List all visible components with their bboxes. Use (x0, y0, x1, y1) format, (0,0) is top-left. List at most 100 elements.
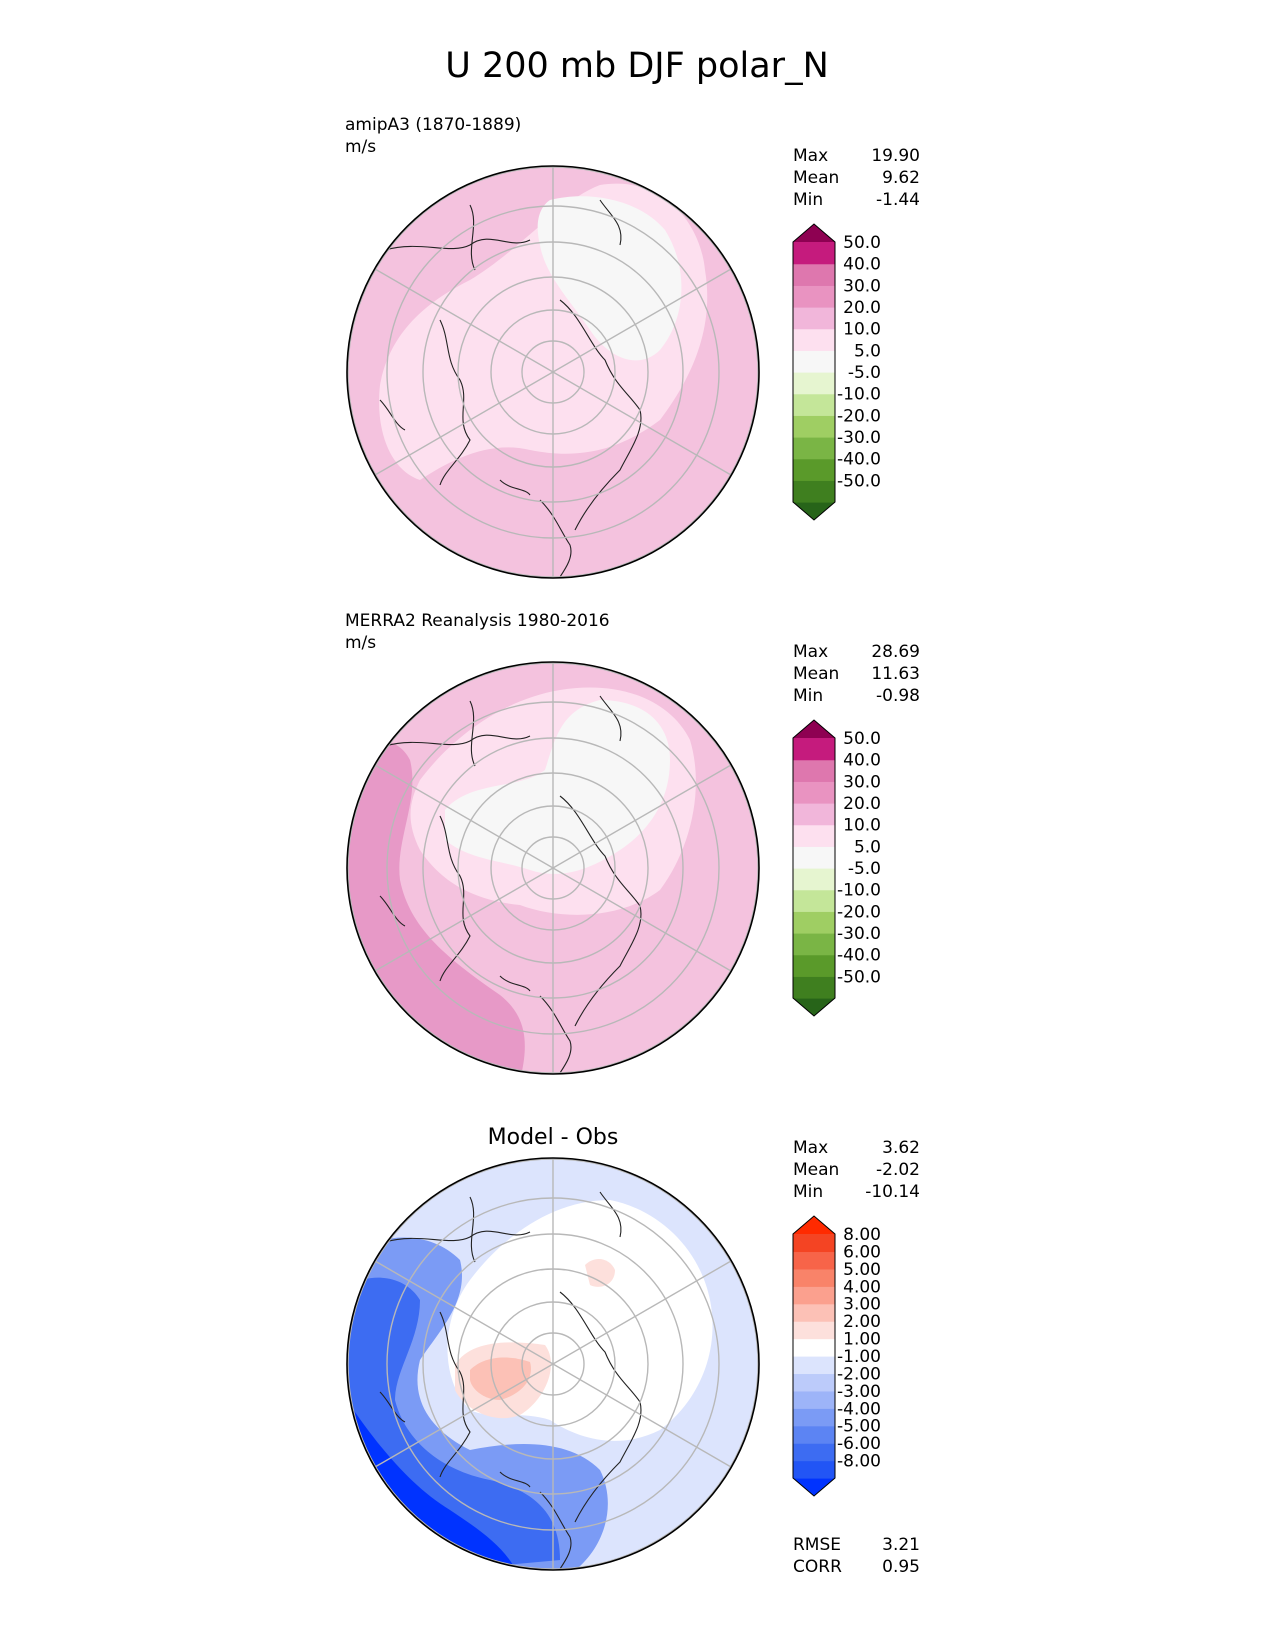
stat-value-mean: 11.63 (871, 664, 920, 684)
panel-difference: Model - Obs (346, 1125, 920, 1577)
colorbar-tick-label: -10.0 (837, 385, 881, 405)
colorbar-tick-label: 30.0 (843, 772, 881, 792)
colorbar-tick-label: -40.0 (837, 946, 881, 966)
field-contours (347, 662, 759, 1074)
polar-map (347, 1158, 759, 1570)
colorbar-segment (793, 1460, 835, 1479)
colorbar-segment (793, 1338, 835, 1357)
colorbar-tick-label: 40.0 (843, 751, 881, 771)
colorbar-tick-label: 5.0 (854, 837, 881, 857)
colorbar-tick-label: -5.0 (848, 859, 881, 879)
metric-value-rmse: 3.21 (882, 1535, 920, 1555)
stat-label-mean: Mean (793, 664, 839, 684)
colorbar-segment (793, 1443, 835, 1462)
colorbar-extend-min (793, 502, 835, 520)
stat-label-min: Min (793, 1182, 823, 1202)
stat-label-mean: Mean (793, 1160, 839, 1180)
stat-label-min: Min (793, 190, 823, 210)
colorbar-segment (793, 803, 835, 826)
colorbar-segment (793, 415, 835, 438)
colorbar-tick-label: -50.0 (837, 471, 881, 491)
stat-label-mean: Mean (793, 168, 839, 188)
colorbar-segment (793, 933, 835, 956)
colorbar-segment (793, 458, 835, 481)
map-boundary (346, 165, 760, 579)
colorbar-segment (793, 242, 835, 265)
colorbar-extend-max (793, 224, 835, 242)
colorbar-tick-label: -10.0 (837, 881, 881, 901)
colorbar-tick-label: 3.00 (843, 1295, 881, 1315)
colorbar: -50.0-40.0-30.0-20.0-10.0-5.05.010.020.0… (792, 223, 881, 521)
stat-label-min: Min (793, 686, 823, 706)
colorbar-extend-min (793, 998, 835, 1016)
field-contours (347, 1158, 759, 1570)
metric-label-rmse: RMSE (793, 1535, 841, 1555)
colorbar-tick-label: -5.00 (837, 1417, 881, 1437)
colorbar-segment (793, 781, 835, 804)
colorbar-segment (793, 824, 835, 847)
colorbar-segment (793, 285, 835, 308)
colorbar-tick-label: -2.00 (837, 1364, 881, 1384)
colorbar-segment (793, 868, 835, 891)
colorbar-segment (793, 1234, 835, 1253)
colorbar-tick-label: -6.00 (837, 1434, 881, 1454)
colorbar-tick-label: -50.0 (837, 967, 881, 987)
colorbar-segment (793, 328, 835, 351)
colorbar: -50.0-40.0-30.0-20.0-10.0-5.05.010.020.0… (792, 719, 881, 1017)
stat-value-max: 3.62 (882, 1138, 920, 1158)
panel-title: Model - Obs (488, 1125, 619, 1150)
colorbar-tick-label: 50.0 (843, 729, 881, 749)
colorbar-tick-label: 2.00 (843, 1312, 881, 1332)
colorbar-segment (793, 350, 835, 373)
polar-map (347, 662, 759, 1074)
colorbar-segment (793, 1356, 835, 1375)
stat-label-max: Max (793, 1138, 828, 1158)
map-boundary (346, 661, 760, 1075)
colorbar-tick-label: -30.0 (837, 428, 881, 448)
dataset-label: MERRA2 Reanalysis 1980-2016 (345, 611, 610, 631)
colorbar-tick-label: -30.0 (837, 924, 881, 944)
colorbar-segment (793, 738, 835, 761)
polar-map (347, 166, 759, 578)
colorbar-tick-label: -3.00 (837, 1382, 881, 1402)
colorbar-segment (793, 1408, 835, 1427)
colorbar-tick-label: 20.0 (843, 794, 881, 814)
colorbar-tick-label: 4.00 (843, 1277, 881, 1297)
colorbar-tick-label: 5.00 (843, 1260, 881, 1280)
colorbar-segment (793, 759, 835, 782)
colorbar-tick-label: 6.00 (843, 1242, 881, 1262)
colorbar-segment (793, 307, 835, 330)
colorbar-tick-label: 30.0 (843, 276, 881, 296)
colorbar-segment (793, 976, 835, 999)
units-label: m/s (345, 633, 376, 653)
colorbar-tick-label: 10.0 (843, 320, 881, 340)
stat-value-max: 19.90 (871, 146, 920, 166)
colorbar-tick-label: -4.00 (837, 1399, 881, 1419)
colorbar-segment (793, 911, 835, 934)
colorbar-segment (793, 372, 835, 395)
stat-value-min: -0.98 (876, 686, 920, 706)
dataset-label: amipA3 (1870-1889) (345, 115, 521, 135)
stat-value-min: -10.14 (865, 1182, 920, 1202)
colorbar-tick-label: 20.0 (843, 298, 881, 318)
metric-label-corr: CORR (793, 1557, 842, 1577)
colorbar-tick-label: 5.0 (854, 341, 881, 361)
stat-value-mean: -2.02 (876, 1160, 920, 1180)
colorbar-segment (793, 889, 835, 912)
panel-obs: MERRA2 Reanalysis 1980-2016 m/s (345, 611, 920, 1075)
field-band-2-3 (470, 1357, 531, 1400)
colorbar-outline (792, 1215, 836, 1497)
colorbar-segment (793, 263, 835, 286)
colorbar-extend-max (793, 1216, 835, 1234)
colorbar-segment (793, 1286, 835, 1305)
field-band-minus5-5 (537, 196, 682, 361)
colorbar-tick-label: 50.0 (843, 233, 881, 253)
stat-value-mean: 9.62 (882, 168, 920, 188)
colorbar-segment (793, 393, 835, 416)
graticule (347, 166, 759, 578)
colorbar-extend-max (793, 720, 835, 738)
colorbar-segment (793, 437, 835, 460)
field-band-1-2 (585, 1258, 615, 1287)
map-boundary (346, 1157, 760, 1571)
colorbar-segment (793, 1390, 835, 1409)
